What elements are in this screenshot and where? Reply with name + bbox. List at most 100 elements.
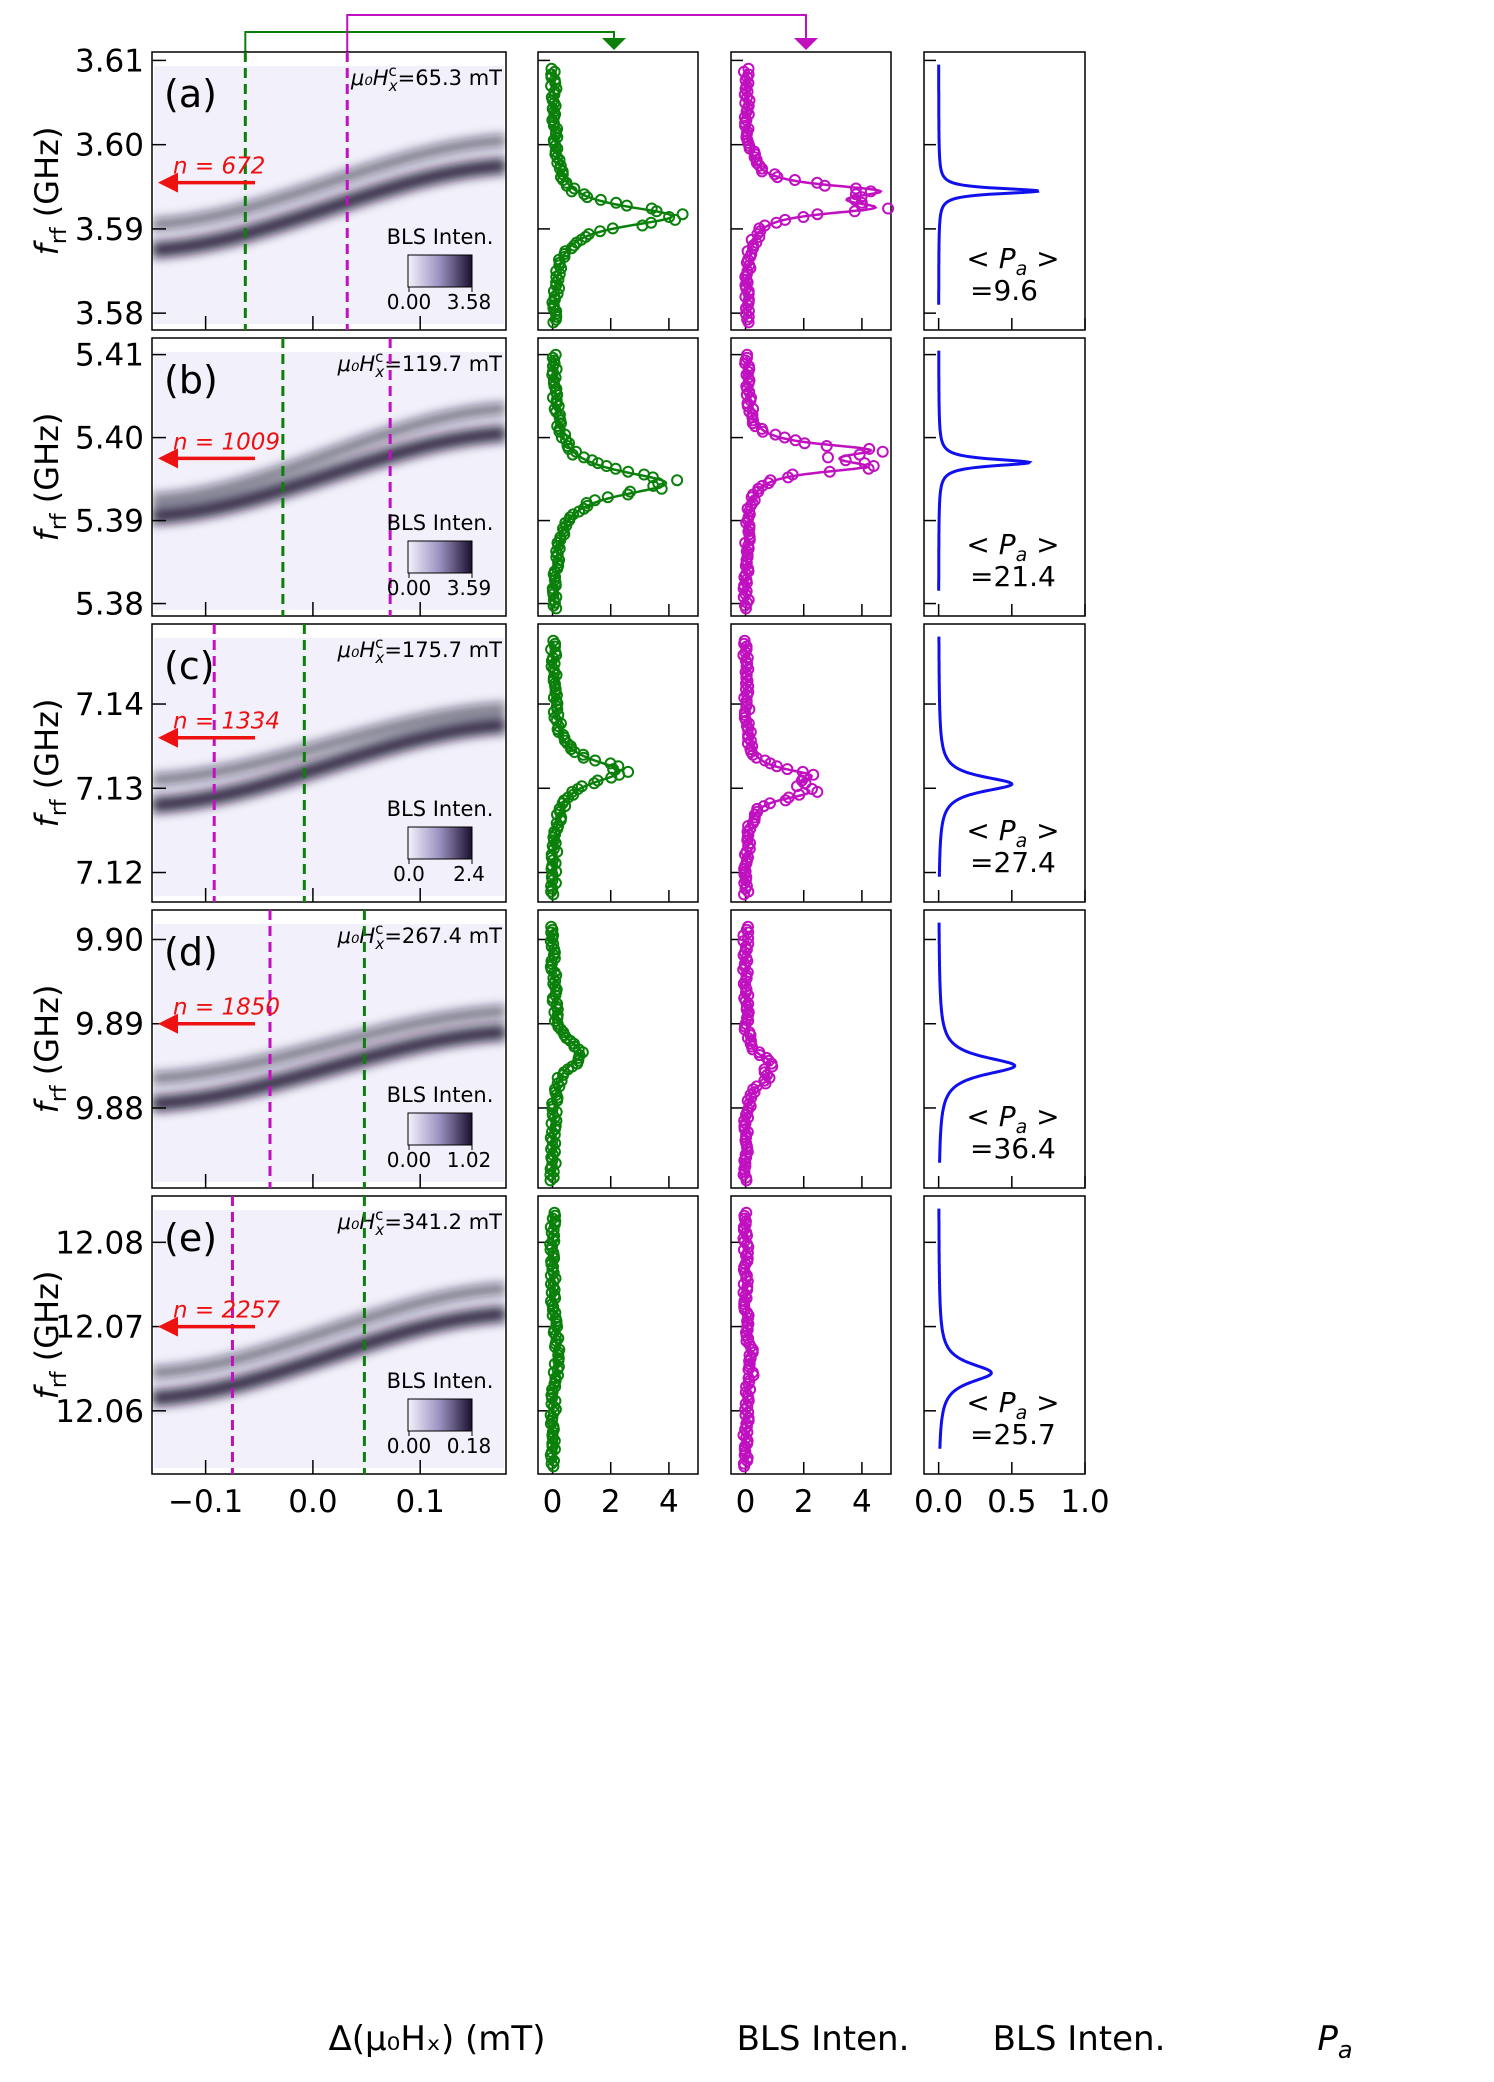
bls-data-point	[853, 448, 866, 461]
bls-data-point	[546, 1212, 559, 1225]
bls-data-point	[550, 545, 563, 558]
bls-panel-magenta: 0 2 4	[730, 1195, 892, 1520]
bls-data-point	[546, 296, 559, 309]
bls-data-point	[781, 763, 794, 776]
bls-data-point	[547, 651, 559, 664]
bls-data-point	[849, 188, 862, 201]
bls-frame	[730, 1195, 892, 1475]
colorbar	[407, 826, 473, 860]
bls-panel-green	[537, 909, 699, 1189]
x-tick-label: 4	[852, 1484, 872, 1520]
bls-data-point	[789, 434, 802, 447]
panel-label: (a)	[164, 72, 217, 116]
x-tick-label: 0	[543, 1484, 563, 1520]
ridge-lower	[152, 157, 506, 258]
field-number: =341.2 mT	[384, 1210, 502, 1234]
pa-avg-value: =21.4	[970, 560, 1056, 593]
mode-arrow-head	[158, 172, 178, 193]
colorbar-title: BLS Inten.	[387, 225, 494, 249]
pa-label-main: < P	[966, 528, 1015, 561]
pa-label-main: < P	[966, 814, 1015, 847]
bls-data-point	[548, 65, 561, 78]
colorbar-max: 3.59	[447, 576, 492, 600]
bls-data-point	[738, 579, 751, 592]
x-tick-label: 4	[659, 1484, 679, 1520]
bls-data-point	[547, 1420, 560, 1433]
bls-data-point	[557, 174, 570, 186]
bls-frame	[537, 51, 699, 331]
bls-data-point	[740, 388, 753, 401]
ridge-lower	[152, 717, 506, 814]
pa-label-sub: a	[1016, 1116, 1028, 1138]
ridge-lower	[152, 1024, 506, 1112]
bls-data-point	[741, 1426, 754, 1439]
bls-data-point	[740, 683, 752, 696]
bls-data-point	[546, 1309, 559, 1322]
bls-data-point	[739, 1409, 752, 1422]
bls-data-point	[546, 1148, 559, 1161]
bls-data-point	[547, 671, 560, 684]
bls-data-point	[550, 602, 563, 615]
bls-data-point	[807, 768, 820, 781]
bls-data-point	[741, 91, 753, 104]
bls-data-point	[669, 213, 682, 226]
bls-data-point	[570, 445, 582, 458]
row-b: 5.38 5.39 5.40 5.41 frf (GHz) (b) μ₀Hc x=119.7 …	[28, 337, 1086, 623]
row-a: 3.58 3.59 3.60 3.61 frf (GHz) (a) μ₀Hc x=65.3 m…	[28, 43, 1086, 332]
y-tick-label: 12.08	[55, 1225, 144, 1261]
bls-data-point	[567, 508, 580, 521]
x-label-bls-magenta: BLS Inten.	[993, 2019, 1166, 2059]
bls-data-point	[741, 737, 754, 750]
bls-data-point	[788, 174, 801, 186]
mode-arrow-head	[158, 727, 178, 748]
mode-label: n = 672	[173, 154, 265, 180]
y-axis-label: frf (GHz)	[28, 1271, 72, 1400]
bls-data-point	[742, 293, 755, 306]
field-value: μ₀Hc x=267.4 mT	[337, 920, 503, 953]
bls-data-point	[740, 568, 752, 581]
bls-data-point	[548, 1323, 561, 1336]
heatmap-frame	[151, 337, 507, 617]
heatmap-ridges	[152, 702, 506, 814]
bls-data-point	[737, 1232, 750, 1245]
pa-avg-label: < Pa >	[966, 814, 1059, 852]
bls-data-point	[553, 422, 566, 435]
mode-arrow-head	[158, 1316, 178, 1337]
field-sup: c	[389, 62, 397, 80]
field-number: =65.3 mT	[398, 66, 502, 90]
bls-data-point	[741, 265, 754, 278]
bls-data-point	[739, 279, 752, 292]
x-tick-label: 0.0	[288, 1484, 337, 1520]
bls-data-point	[757, 800, 770, 813]
bls-data-point	[546, 102, 559, 115]
y-tick-label: 7.13	[75, 771, 144, 807]
connector-magenta-head	[794, 38, 818, 50]
y-axis-label: frf (GHz)	[28, 699, 72, 828]
bls-data-point	[547, 663, 560, 676]
y-label-unit: (GHz)	[28, 1271, 66, 1372]
bls-data-point	[549, 1215, 562, 1228]
bls-data-point	[823, 465, 836, 478]
bls-data-point	[760, 1051, 773, 1064]
colorbar-title: BLS Inten.	[387, 511, 494, 535]
colorbar-min: 0.00	[387, 1148, 432, 1172]
colorbar	[407, 540, 473, 574]
field-sup: c	[375, 348, 383, 366]
bls-data-point	[738, 1440, 751, 1453]
bls-data-point	[740, 1206, 753, 1219]
bls-data-point	[850, 182, 862, 195]
bls-data-point	[822, 451, 834, 464]
bls-data-point	[545, 1457, 558, 1470]
bls-data-point	[742, 1111, 754, 1124]
pa-curve	[937, 1208, 993, 1449]
y-label-sub: rf	[47, 1370, 72, 1388]
bls-data-point	[676, 208, 689, 221]
bls-data-point	[605, 771, 618, 784]
bls-data-point	[622, 765, 635, 778]
y-label-unit: (GHz)	[28, 985, 66, 1086]
field-sub: x	[388, 77, 398, 95]
bls-data-point	[751, 802, 764, 815]
bls-data-point	[578, 188, 591, 201]
